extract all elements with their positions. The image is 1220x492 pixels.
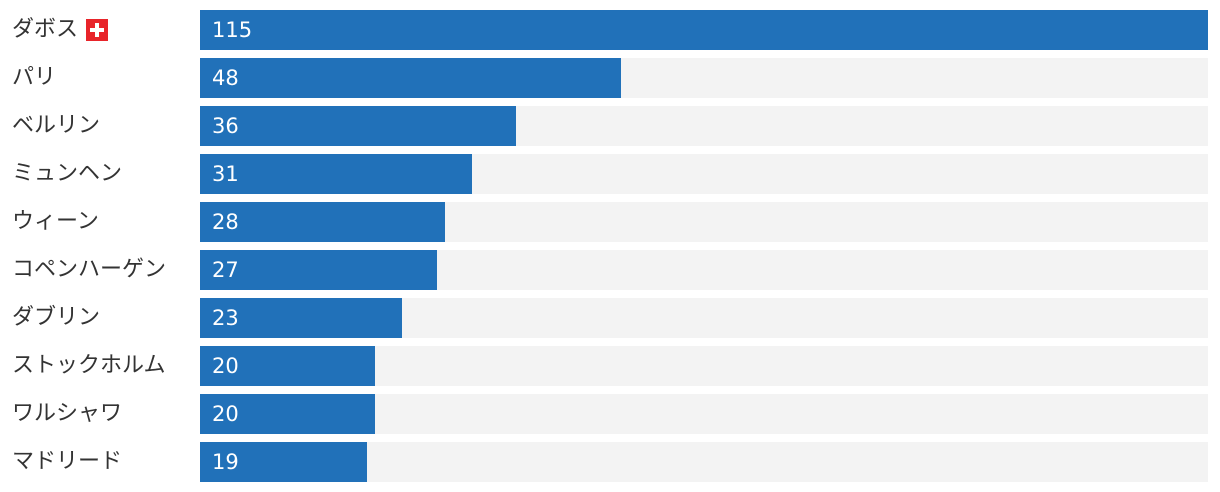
category-label-text: ウィーン: [12, 209, 99, 234]
bar-track: 27: [200, 250, 1208, 290]
bar: [200, 202, 445, 242]
bar-track: 20: [200, 346, 1208, 386]
category-label-text: コペンハーゲン: [12, 257, 167, 282]
category-label-text: ミュンヘン: [12, 161, 123, 186]
bar-row: ワルシャワ 20: [0, 394, 1220, 434]
bar-row: ダボス 115: [0, 10, 1220, 50]
category-label-text: パリ: [12, 65, 57, 90]
category-label: ミュンヘン: [12, 154, 122, 194]
bar-row: ダブリン 23: [0, 298, 1220, 338]
bar-row: ストックホルム 20: [0, 346, 1220, 386]
bar: [200, 346, 375, 386]
bar-value-label: 28: [212, 210, 239, 234]
category-label: ワルシャワ: [12, 394, 122, 434]
bar-value-label: 19: [212, 450, 239, 474]
category-label: ウィーン: [12, 202, 99, 242]
bar: [200, 10, 1208, 50]
bar-row: マドリード 19: [0, 442, 1220, 482]
category-label-text: ダブリン: [12, 305, 101, 330]
bar-value-label: 115: [212, 18, 253, 42]
bar-track: 36: [200, 106, 1208, 146]
bar-value-label: 48: [212, 66, 239, 90]
bar-value-label: 20: [212, 402, 239, 426]
bar-value-label: 31: [212, 162, 239, 186]
category-label-text: マドリード: [12, 449, 123, 474]
bar-track: 115: [200, 10, 1208, 50]
bar-track: 19: [200, 442, 1208, 482]
bar-value-label: 27: [212, 258, 239, 282]
bar: [200, 250, 437, 290]
bar-row: コペンハーゲン 27: [0, 250, 1220, 290]
bar: [200, 58, 621, 98]
category-label: ダボス: [12, 10, 109, 50]
bar-track: 20: [200, 394, 1208, 434]
bar-track: 23: [200, 298, 1208, 338]
bar-track: 48: [200, 58, 1208, 98]
category-label: ベルリン: [12, 106, 100, 146]
category-label-text: ストックホルム: [12, 353, 166, 378]
bar-track: 31: [200, 154, 1208, 194]
bar-row: パリ 48: [0, 58, 1220, 98]
category-label: コペンハーゲン: [12, 250, 166, 290]
category-label-text: ワルシャワ: [12, 401, 123, 426]
category-label: ストックホルム: [12, 346, 166, 386]
bar: [200, 298, 402, 338]
bar-value-label: 20: [212, 354, 239, 378]
bar-value-label: 36: [212, 114, 239, 138]
bar-row: ベルリン 36: [0, 106, 1220, 146]
swiss-flag-icon: [86, 19, 109, 41]
bar: [200, 442, 367, 482]
category-label-text: ダボス: [12, 17, 79, 42]
bar: [200, 394, 375, 434]
category-label: パリ: [12, 58, 56, 98]
bar-row: ミュンヘン 31: [0, 154, 1220, 194]
bar-value-label: 23: [212, 306, 239, 330]
category-label: マドリード: [12, 442, 122, 482]
bar-track: 28: [200, 202, 1208, 242]
bar-row: ウィーン 28: [0, 202, 1220, 242]
category-label-text: ベルリン: [12, 113, 101, 138]
bar: [200, 154, 472, 194]
category-label: ダブリン: [12, 298, 100, 338]
bar: [200, 106, 516, 146]
